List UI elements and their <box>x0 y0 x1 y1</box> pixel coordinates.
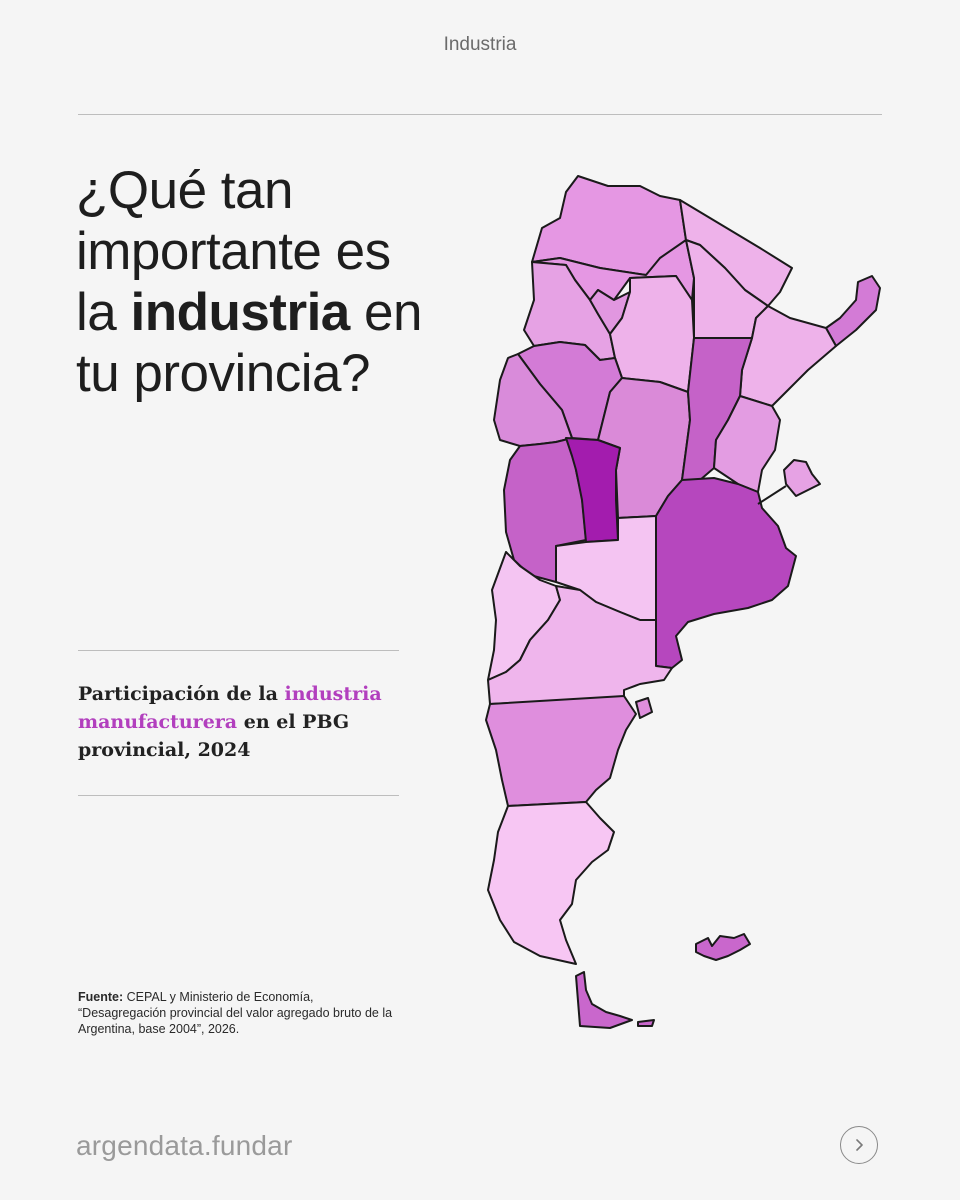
source-label: Fuente: <box>78 990 124 1004</box>
region-santiago-del-estero[interactable]: Santiago del Estero <box>609 275 695 393</box>
top-divider <box>78 114 882 115</box>
source-note: Fuente: CEPAL y Ministerio de Economía, … <box>78 989 398 1037</box>
section-label: Industria <box>443 34 517 55</box>
region-malvinas[interactable]: Islas Malvinas <box>695 933 751 961</box>
region-chubut-peninsula[interactable]: Chubut <box>635 697 653 719</box>
region-corrientes[interactable]: Corrientes <box>739 305 837 407</box>
headline-line-1: ¿Qué tan <box>76 161 293 220</box>
brand-wordmark: argendata.fundar <box>76 1130 293 1161</box>
subtitle-pre: Participación de la <box>78 683 285 705</box>
subtitle-post: en el PBG provincial, 2024 <box>78 711 350 761</box>
subtitle-top-divider <box>78 650 399 651</box>
chevron-right-icon <box>856 1139 863 1151</box>
subtitle-bottom-divider <box>78 795 399 796</box>
region-isla-de-los-estados[interactable]: Tierra del Fuego <box>637 1019 655 1027</box>
headline-line-4: tu provincia? <box>76 344 371 403</box>
headline-keyword: industria <box>130 283 350 342</box>
region-tierra-del-fuego[interactable]: Tierra del Fuego <box>575 971 633 1029</box>
source-text: CEPAL y Ministerio de Economía, “Desagre… <box>78 990 393 1036</box>
headline-line-3-post: en <box>349 283 422 342</box>
region-rio-negro[interactable]: Río Negro <box>487 585 673 705</box>
region-santa-cruz[interactable]: Santa Cruz <box>487 801 615 965</box>
region-caba[interactable]: Ciudad de Buenos Aires <box>783 459 821 497</box>
headline: ¿Qué tan importante es la industria en t… <box>76 160 422 404</box>
region-chubut[interactable]: Chubut <box>485 695 637 807</box>
next-button[interactable] <box>840 1126 878 1164</box>
region-caba-leader <box>757 485 787 505</box>
map-subtitle: Participación de la industria manufactur… <box>78 680 408 764</box>
headline-line-2: importante es <box>76 222 391 281</box>
region-misiones[interactable]: Misiones <box>825 275 881 347</box>
headline-line-3-pre: la <box>76 283 131 342</box>
region-buenos-aires[interactable]: Buenos Aires <box>655 477 797 669</box>
subtitle-highlight: industria manufacturera <box>78 683 382 733</box>
